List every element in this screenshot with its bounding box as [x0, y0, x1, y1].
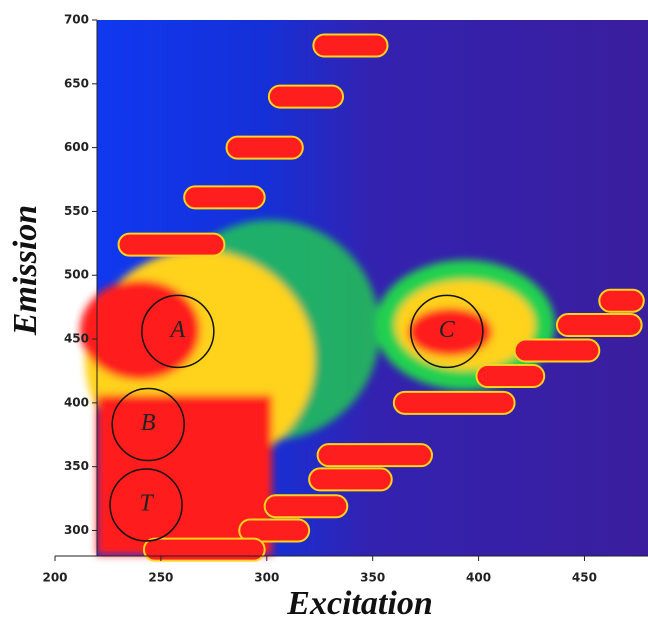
y-tick-label: 650	[64, 76, 89, 90]
scatter-band	[269, 86, 343, 108]
x-tick-label: 350	[360, 571, 385, 585]
chart: Excitation Emission 200 250 300 350 400 450 30…	[0, 0, 648, 628]
annotation-label: C	[439, 317, 456, 343]
y-tick-label: 400	[64, 395, 89, 409]
annotation-label: T	[139, 490, 154, 516]
scatter-band	[557, 314, 642, 336]
y-tick-label: 350	[64, 459, 89, 473]
scatter-band	[265, 495, 348, 517]
x-tick-label: 200	[42, 571, 67, 585]
scatter-band	[309, 468, 392, 490]
y-tick-label: 500	[64, 268, 89, 282]
plot-area	[80, 20, 648, 561]
scatter-band	[515, 340, 600, 362]
y-tick-label: 450	[64, 332, 89, 346]
x-tick-label: 450	[572, 571, 597, 585]
y-tick-label: 550	[64, 204, 89, 218]
scatter-band	[394, 392, 515, 414]
annotation-label: A	[168, 317, 185, 343]
scatter-band	[476, 365, 544, 387]
y-tick-label: 700	[64, 13, 89, 27]
y-axis-label: Emission	[7, 205, 44, 336]
scatter-band	[184, 186, 264, 208]
scatter-band	[119, 234, 225, 256]
scatter-band	[599, 290, 643, 312]
y-tick-label: 600	[64, 140, 89, 154]
annotation-label: B	[141, 410, 156, 436]
y-tick-label: 300	[64, 523, 89, 537]
x-axis-label: Excitation	[286, 585, 432, 622]
x-tick-label: 250	[148, 571, 173, 585]
x-tick-label: 300	[254, 571, 279, 585]
scatter-band	[318, 444, 432, 466]
x-tick-label: 400	[466, 571, 491, 585]
scatter-band	[227, 137, 303, 159]
scatter-band	[313, 35, 387, 57]
scatter-band	[144, 539, 265, 561]
